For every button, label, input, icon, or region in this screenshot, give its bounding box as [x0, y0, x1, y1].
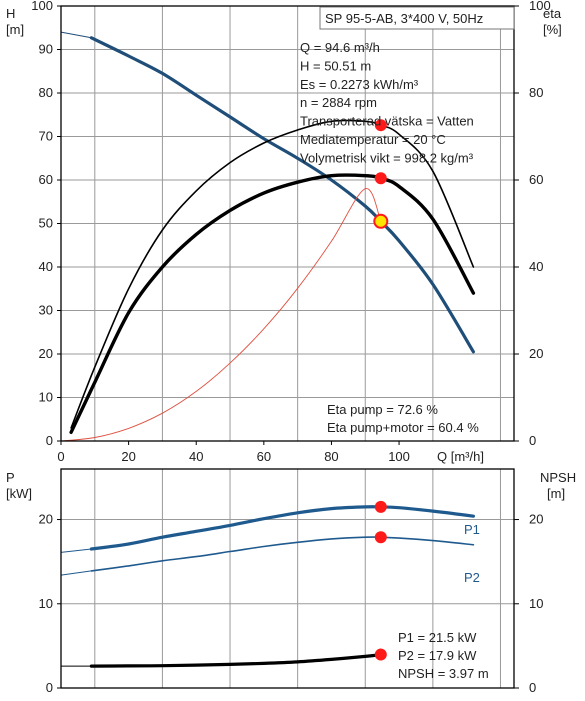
info-line: Mediatemperatur = 20 °C: [300, 132, 446, 147]
top-ticks: 0 10 20 30 40 50 60 70 80 90 100 0 20 40 60 80 100 0 20 40 6…: [31, 0, 550, 464]
power-marker: [374, 648, 387, 661]
eta-info-line: Eta pump = 72.6 %: [327, 402, 438, 417]
info-line: Transporterad vätska = Vatten: [300, 114, 474, 129]
system-curve: [60, 188, 382, 442]
eta-tick-label: 60: [529, 172, 543, 187]
x-axis-label: Q [m³/h]: [437, 449, 484, 464]
p-tick-label: 10: [39, 596, 53, 611]
p-tick-label: 0: [46, 680, 53, 695]
bottom-grid: [61, 469, 514, 688]
p1-curve: [89, 505, 475, 551]
bottom-info-line: P2 = 17.9 kW: [398, 648, 477, 663]
info-line: Es = 0.2273 kWh/m³: [300, 77, 419, 92]
h-tick-label: 20: [39, 346, 53, 361]
h-tick-label: 50: [39, 216, 53, 231]
series-label-p2: P2: [464, 570, 480, 585]
info-line: Volymetrisk vikt = 998.2 kg/m³: [300, 150, 474, 165]
x-tick-label: 0: [57, 449, 64, 464]
npsh-tick-label: 10: [529, 596, 543, 611]
top-right-axis-title-line2: [%]: [543, 22, 562, 37]
eta-tick-label: 20: [529, 346, 543, 361]
eta-tick-label: 100: [529, 0, 551, 13]
header-box-text: SP 95-5-AB, 3*400 V, 50Hz: [325, 11, 483, 26]
series-label-p1: P1: [464, 522, 480, 537]
h-tick-label: 30: [39, 303, 53, 318]
header-box: [319, 6, 515, 30]
h-tick-label: 70: [39, 129, 53, 144]
top-left-axis-title-line2: [m]: [6, 22, 24, 37]
x-tick-label: 60: [257, 449, 271, 464]
eta-marker: [374, 119, 387, 132]
power-marker: [374, 531, 387, 544]
x-tick-label: 80: [324, 449, 338, 464]
top-curves: [60, 31, 476, 442]
p-tick-label: 20: [39, 512, 53, 527]
head-curve: [89, 36, 475, 354]
eta-marker: [374, 172, 387, 185]
top-right-axis-title-line1: eta: [543, 6, 562, 21]
bottom-right-axis-title-line2: [m]: [547, 486, 565, 501]
h-tick-label: 60: [39, 172, 53, 187]
npsh-tick-label: 20: [529, 512, 543, 527]
x-tick-label: 100: [388, 449, 410, 464]
bottom-curves: [60, 500, 475, 668]
bottom-ticks: 0 10 20 0 10 20: [39, 512, 544, 695]
top-left-axis-title-line1: H: [6, 6, 15, 21]
bottom-info-block: P1 = 21.5 kW P2 = 17.9 kW NPSH = 3.97 m: [398, 630, 489, 681]
npsh-curve: [89, 653, 383, 668]
bottom-left-axis-title-line2: [kW]: [6, 486, 32, 501]
x-tick-label: 40: [189, 449, 203, 464]
top-grid: [61, 5, 514, 441]
x-tick-label: 20: [121, 449, 135, 464]
bottom-info-line: NPSH = 3.97 m: [398, 666, 489, 681]
duty-point-marker: [373, 213, 389, 229]
eta-tick-label: 0: [529, 433, 536, 448]
npsh-tick-label: 0: [529, 680, 536, 695]
h-tick-label: 10: [39, 390, 53, 405]
bottom-left-axis-title-line1: P: [6, 470, 15, 485]
power-marker: [374, 500, 387, 513]
h-tick-label: 0: [46, 433, 53, 448]
eta-pump-curve: [70, 119, 475, 429]
eta-tick-label: 40: [529, 259, 543, 274]
eta-info-block: Eta pump = 72.6 % Eta pump+motor = 60.4 %: [327, 402, 479, 435]
eta-tick-label: 80: [529, 85, 543, 100]
info-line: Q = 94.6 m³/h: [300, 40, 380, 55]
eta-info-line: Eta pump+motor = 60.4 %: [327, 420, 479, 435]
h-tick-label: 40: [39, 259, 53, 274]
h-tick-label: 90: [39, 42, 53, 57]
p2-curve: [90, 536, 475, 572]
bottom-plot-frame: [60, 468, 515, 689]
info-line: H = 50.51 m: [300, 58, 371, 73]
h-tick-label: 80: [39, 85, 53, 100]
info-line: n = 2884 rpm: [300, 95, 377, 110]
curve-extension: [60, 548, 92, 553]
bottom-right-axis-title-line1: NPSH: [540, 470, 576, 485]
curve-extension: [60, 570, 92, 576]
top-info-block: Q = 94.6 m³/h H = 50.51 m Es = 0.2273 kWh/…: [300, 40, 474, 165]
bottom-info-line: P1 = 21.5 kW: [398, 630, 477, 645]
h-tick-label: 100: [31, 0, 53, 13]
head-curve-extension: [60, 31, 92, 39]
eta-total-curve: [69, 173, 476, 434]
